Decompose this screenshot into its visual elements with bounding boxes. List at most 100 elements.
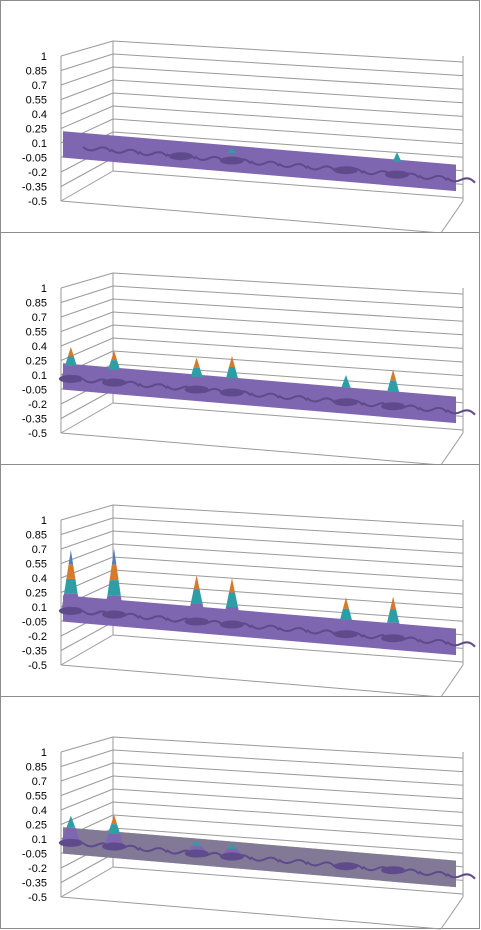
y-tick-label: 0.4	[32, 341, 47, 353]
peak-band	[336, 387, 355, 400]
surface-chart-3: 1 0.85 0.7 0.55 0.4 0.25 0.1 -0.05 -0.2 -0.35 -0.5	[22, 504, 476, 698]
floor-right-edge	[440, 432, 464, 466]
peak-5	[333, 375, 358, 407]
gridline-side	[60, 866, 114, 898]
gridline-back	[112, 170, 464, 199]
peak-band	[111, 548, 117, 565]
chart-panel-2: 1 0.85 0.7 0.55 0.4 0.25 0.1 -0.05 -0.2 -0.35 -0.5	[0, 232, 480, 466]
y-tick-label: 0.85	[26, 298, 47, 310]
peak-6	[381, 866, 406, 875]
peak-band	[336, 619, 355, 632]
peak-base	[333, 166, 358, 175]
peak-4	[219, 355, 244, 397]
y-tick-label: -0.2	[28, 631, 47, 643]
y-tick-label: -0.2	[28, 863, 47, 875]
gridline-back	[112, 595, 464, 622]
surface-ripple	[278, 162, 308, 170]
peak-band	[108, 824, 121, 834]
gridline-back	[112, 337, 464, 363]
floor-front-edge	[60, 200, 442, 234]
surface-ripple	[250, 392, 280, 399]
y-tick-label: 0.1	[32, 602, 47, 614]
y-tick-label: 0.7	[32, 776, 47, 788]
peak-2	[219, 147, 244, 165]
surface-ripple	[278, 626, 308, 634]
y-tick-label: 0.7	[32, 312, 47, 324]
peak-base	[184, 617, 209, 626]
y-tick-label: 0.85	[26, 762, 47, 774]
gridline-back	[112, 311, 464, 336]
peak-1	[58, 549, 83, 615]
y-tick-label: 0.7	[32, 80, 47, 92]
gridline-back	[112, 298, 464, 322]
gridline-side	[60, 298, 114, 318]
peak-base	[58, 838, 83, 847]
gridline-back	[112, 504, 464, 527]
surface-ripple	[446, 177, 476, 184]
gridline-side	[60, 788, 114, 811]
gridline-side	[60, 40, 114, 57]
surface-ripple	[418, 174, 448, 182]
peak-band	[222, 378, 241, 390]
peak-3	[184, 357, 209, 394]
y-tick-label: -0.05	[22, 849, 47, 861]
peak-base	[168, 152, 193, 161]
y-tick-label: -0.05	[22, 153, 47, 165]
peak-4	[219, 578, 244, 629]
surface-chart-2: 1 0.85 0.7 0.55 0.4 0.25 0.1 -0.05 -0.2 -0.35 -0.5	[22, 272, 476, 466]
floor-right-edge	[440, 896, 464, 930]
gridline-back	[112, 272, 464, 295]
y-tick-label: 1	[41, 283, 47, 295]
peak-band	[108, 360, 121, 370]
peak-band	[187, 604, 206, 619]
y-tick-label: 0.25	[26, 124, 47, 136]
y-tick-label: 0.4	[32, 573, 47, 585]
gridline-back	[112, 105, 464, 131]
peak-band	[187, 376, 206, 387]
gridline-side	[60, 775, 114, 796]
gridline-back	[112, 736, 464, 759]
peak-2	[102, 548, 127, 619]
gridline-side	[60, 621, 114, 651]
peak-base	[333, 862, 358, 871]
gridline-back	[112, 517, 464, 541]
gridline-side	[60, 634, 114, 666]
surface-plane	[63, 363, 456, 424]
chart-panel-4: 1 0.85 0.7 0.55 0.4 0.25 0.1 -0.05 -0.2 -0.35 -0.5	[0, 696, 480, 930]
chart-panel-1: 1 0.85 0.7 0.55 0.4 0.25 0.1 -0.05 -0.2 -0.35 -0.5	[0, 0, 480, 234]
gridline-side	[60, 311, 114, 332]
gridline-side	[60, 517, 114, 535]
y-tick-label: 0.1	[32, 834, 47, 846]
gridline-side	[60, 79, 114, 100]
surface-ripple	[250, 160, 280, 167]
y-tick-label: 0.55	[26, 559, 47, 571]
peak-2	[102, 350, 127, 387]
peak-base	[58, 374, 83, 383]
y-tick-label: 0.4	[32, 805, 47, 817]
gridline-side	[60, 402, 114, 434]
gridline-back	[112, 285, 464, 309]
gridline-back	[112, 775, 464, 800]
peak-3	[184, 575, 209, 626]
peak-band	[227, 147, 237, 153]
y-tick-label: 0.85	[26, 66, 47, 78]
surface-ripple	[446, 641, 476, 648]
peak-base	[381, 634, 406, 643]
peak-band	[225, 592, 238, 608]
surface-plane	[63, 827, 456, 888]
peak-band	[111, 814, 118, 825]
y-tick-label: 1	[41, 51, 47, 63]
peak-band	[387, 609, 400, 623]
peak-6	[381, 369, 406, 411]
y-tick-label: 0.4	[32, 109, 47, 121]
y-tick-label: 0.25	[26, 356, 47, 368]
surface-ripple	[306, 861, 336, 868]
gridline-side	[60, 749, 114, 767]
peak-base	[102, 842, 127, 851]
surface-ripple	[278, 394, 308, 402]
peak-band	[227, 843, 237, 849]
peak-band	[336, 159, 355, 168]
gridline-back	[112, 350, 464, 377]
peak-band	[390, 369, 397, 381]
surface-ripple	[138, 846, 168, 854]
